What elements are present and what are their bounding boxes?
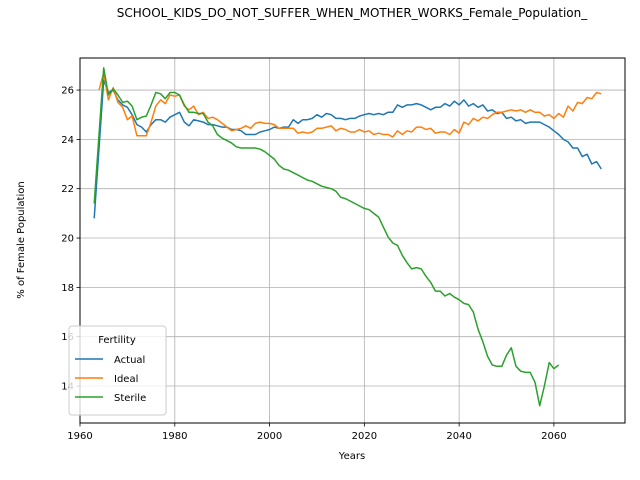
y-axis-label: % of Female Population (16, 181, 27, 298)
x-tick-label: 1960 (67, 431, 92, 442)
y-tick-label: 14 (61, 382, 74, 393)
plot-frame (79, 57, 626, 424)
y-tick-label: 24 (61, 135, 74, 146)
chart-title: SCHOOL_KIDS_DO_NOT_SUFFER_WHEN_MOTHER_WO… (117, 6, 589, 20)
y-tick-label: 22 (61, 184, 74, 195)
y-tick-label: 16 (61, 332, 74, 343)
x-tick-label: 2060 (541, 431, 566, 442)
x-tick-label: 2020 (352, 431, 377, 442)
y-tick-label: 18 (61, 283, 74, 294)
series-lines (93, 67, 602, 407)
grid-lines (79, 58, 625, 423)
x-axis-ticks: 1960 1980 2000 2020 2040 2060 (67, 423, 567, 442)
x-tick-label: 2000 (257, 431, 282, 442)
legend: Fertility Actual Ideal Sterile (68, 325, 167, 416)
y-tick-label: 26 (61, 86, 74, 97)
legend-label-actual: Actual (114, 355, 145, 366)
legend-box (68, 325, 167, 416)
x-axis-label: Years (338, 451, 365, 462)
x-tick-label: 1980 (162, 431, 187, 442)
legend-title: Fertility (98, 335, 136, 346)
series-line-actual (93, 79, 602, 219)
legend-label-ideal: Ideal (114, 374, 138, 385)
legend-label-sterile: Sterile (114, 393, 146, 404)
y-tick-label: 20 (61, 234, 74, 245)
x-tick-label: 2040 (446, 431, 471, 442)
series-line-sterile (93, 67, 560, 407)
